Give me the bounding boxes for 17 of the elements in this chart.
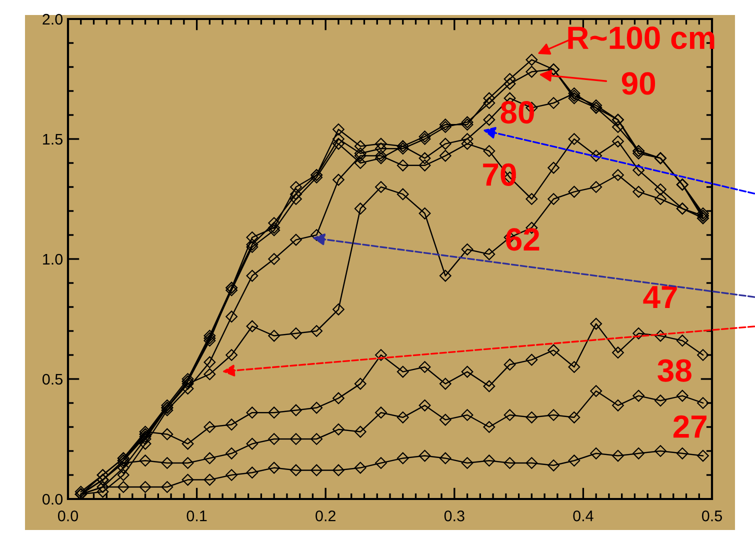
annotation: 90	[622, 72, 656, 95]
annotation: 27	[673, 415, 706, 438]
x-tick-label: 0.4	[573, 510, 594, 522]
annotation: 62	[506, 228, 540, 251]
x-tick-label: 0.5	[702, 510, 722, 522]
annotation: 38	[658, 359, 692, 382]
y-tick-label: 2.0	[42, 14, 63, 25]
annotation: 80	[500, 100, 534, 124]
x-tick-label: 0.0	[58, 510, 78, 522]
y-tick-label: 1.5	[43, 134, 62, 145]
x-tick-label: 0.1	[186, 510, 207, 522]
x-tick-label: 0.2	[316, 510, 336, 522]
y-tick-label: 1.0	[43, 254, 63, 265]
x-tick-label: 0.3	[444, 510, 464, 522]
y-tick-label: 0.5	[42, 374, 62, 385]
annotation: 47	[643, 286, 677, 308]
y-tick-label: 0.0	[42, 494, 63, 505]
